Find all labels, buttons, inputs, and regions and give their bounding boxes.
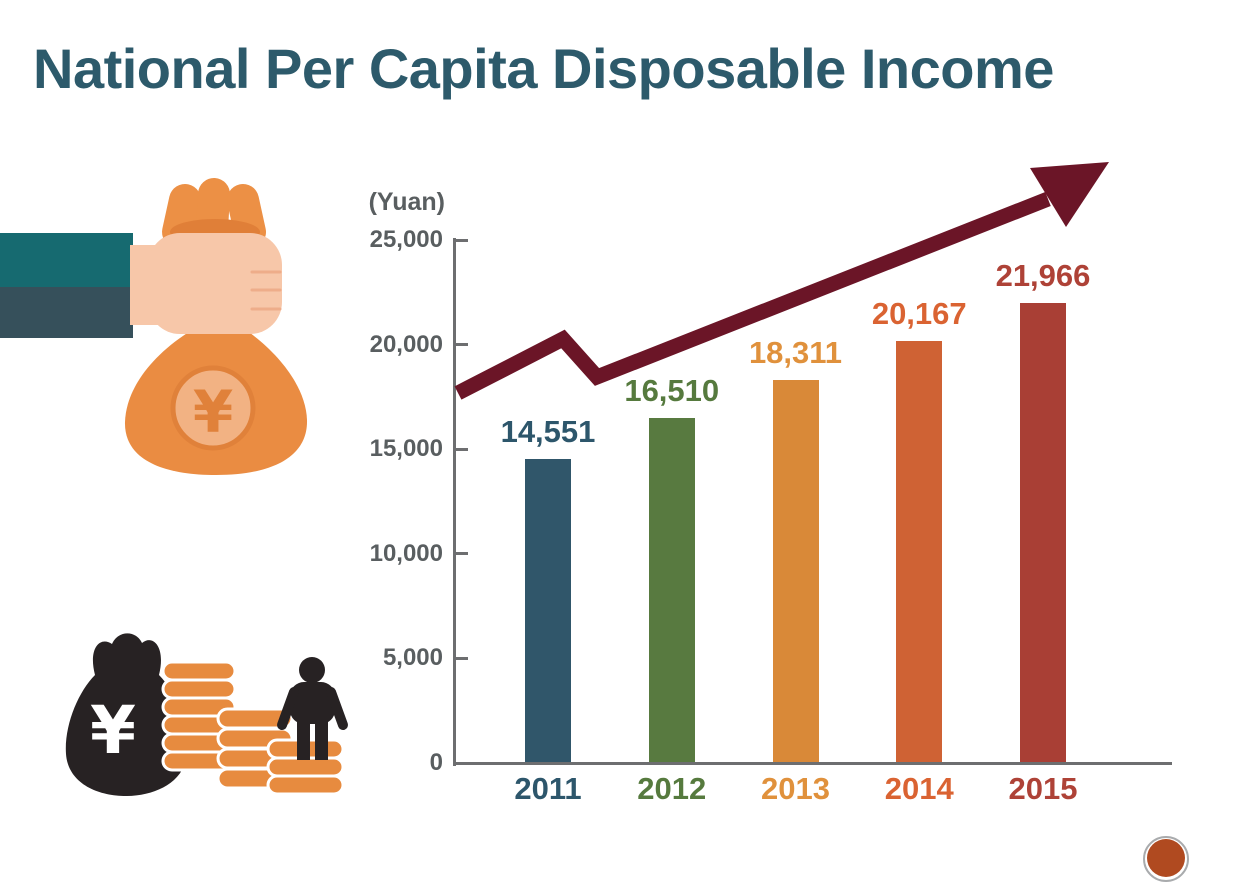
y-axis-tick-label: 25,000 <box>369 226 443 253</box>
bar-value-label: 20,167 <box>871 296 967 332</box>
y-axis-tick-label: 10,000 <box>369 539 443 567</box>
finger-gaps <box>250 270 282 311</box>
bar-2015 <box>1020 303 1066 763</box>
hand-holding-money-bag-icon: ¥ <box>0 178 308 475</box>
bar-value-label: 16,510 <box>624 372 720 408</box>
page-title: National Per Capita Disposable Income <box>33 37 1054 100</box>
yen-symbol: ¥ <box>90 692 136 769</box>
y-axis-tick-label: 5,000 <box>382 644 443 672</box>
x-axis-line <box>453 762 1172 765</box>
y-axis-tick-label: 20,000 <box>369 330 443 358</box>
y-axis-tick <box>456 447 468 451</box>
fist <box>148 233 282 334</box>
money-bag-coin-stacks-person-icon: ¥ <box>65 633 348 796</box>
x-axis-label: 2014 <box>884 771 954 806</box>
x-axis-label: 2012 <box>637 771 707 806</box>
bar-value-label: 18,311 <box>748 334 843 370</box>
infographic: National Per Capita Disposable Income ¥ … <box>0 37 1189 882</box>
y-axis-tick-label: 15,000 <box>369 435 443 463</box>
y-axis-tick <box>456 238 468 242</box>
logo-core <box>1147 839 1185 877</box>
person-silhouette <box>277 657 348 760</box>
yen-symbol: ¥ <box>193 378 233 446</box>
bar-value-label: 14,551 <box>500 413 596 449</box>
coin-medallion <box>170 365 256 451</box>
bar-2014 <box>896 341 943 763</box>
black-money-bag <box>65 633 188 796</box>
y-axis-line <box>453 238 456 766</box>
sleeve-dark-band <box>0 287 133 338</box>
x-axis-label: 2015 <box>1008 771 1078 806</box>
y-axis-tick <box>456 552 468 556</box>
y-axis-tick <box>456 656 468 660</box>
bar-2012 <box>648 417 695 763</box>
bar-2013 <box>772 379 819 763</box>
chart-area: (Yuan) 0 5,000 10,000 15,000 20,000 25,000 14,… <box>368 188 1172 806</box>
bar-value-label: 21,966 <box>995 258 1091 294</box>
y-axis-unit-label: (Yuan) <box>368 188 445 216</box>
x-axis-label: 2011 <box>514 771 582 806</box>
bar-2011 <box>525 458 571 763</box>
sleeve-teal-band <box>0 233 133 287</box>
y-axis-tick-label: 0 <box>429 749 443 776</box>
x-axis-label: 2013 <box>761 771 830 806</box>
y-axis-tick <box>456 343 468 347</box>
